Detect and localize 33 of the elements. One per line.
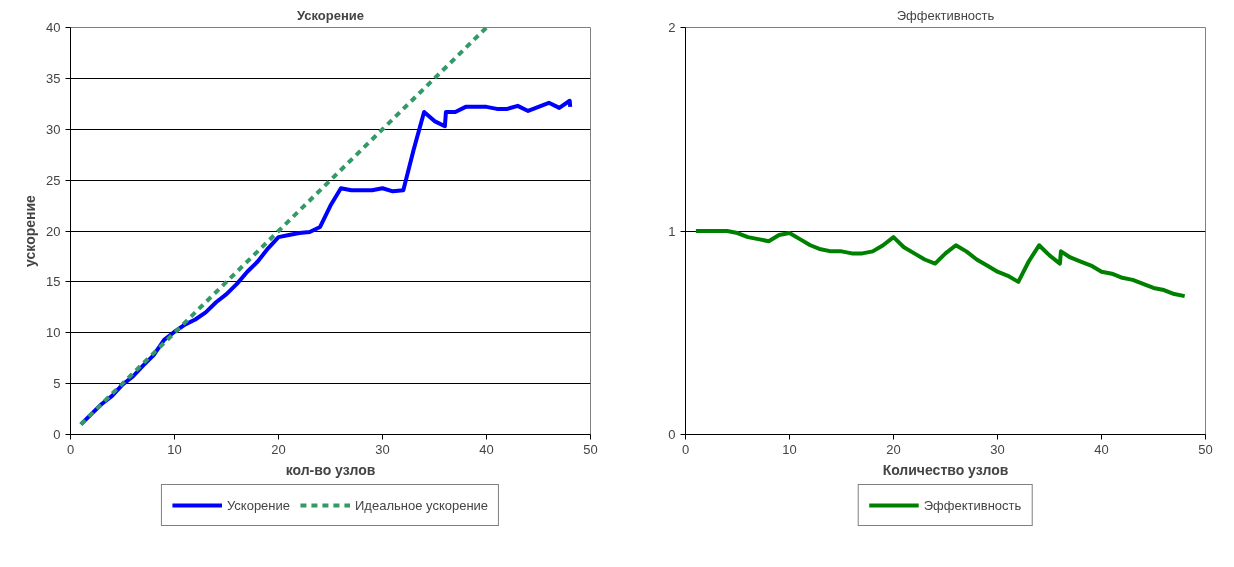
y-tick-label: 10 (46, 325, 61, 341)
x-tick-label: 0 (681, 441, 690, 457)
y-tick-label: 1 (668, 223, 676, 239)
chart-title: Ускорение (296, 7, 365, 23)
y-axis-title: ускорение (22, 194, 39, 267)
y-tick-label: 2 (668, 20, 676, 35)
y-tick-label: 5 (53, 376, 61, 392)
y-tick-label: 30 (46, 121, 61, 137)
x-tick-label: 40 (1094, 441, 1109, 457)
x-axis-title: кол-во узлов (285, 461, 376, 478)
x-tick-label: 20 (271, 441, 286, 457)
x-tick-label: 10 (167, 441, 182, 457)
line-series (693, 229, 1187, 299)
y-tick-label: 35 (46, 70, 61, 86)
legend-label: Эффективность (923, 497, 1022, 513)
x-tick-label: 30 (990, 441, 1005, 457)
x-tick-label: 20 (886, 441, 901, 457)
chart-title: Эффективность (896, 7, 995, 23)
y-tick-label: 40 (46, 20, 61, 35)
x-tick-label: 10 (782, 441, 797, 457)
x-tick-label: 30 (375, 441, 390, 457)
x-tick-label: 50 (583, 441, 598, 457)
x-tick-label: 0 (66, 441, 75, 457)
y-tick-label: 0 (668, 427, 676, 442)
y-tick-label: 0 (53, 427, 61, 442)
y-tick-label: 15 (46, 274, 61, 290)
y-tick-label: 20 (46, 223, 61, 239)
x-tick-label: 50 (1198, 441, 1213, 457)
legend-label: Идеальное ускорение (355, 497, 489, 513)
x-tick-label: 40 (479, 441, 494, 457)
y-tick-label: 25 (46, 172, 61, 188)
x-axis-title: Количество узлов (882, 461, 1009, 478)
legend-label: Ускорение (226, 497, 291, 513)
